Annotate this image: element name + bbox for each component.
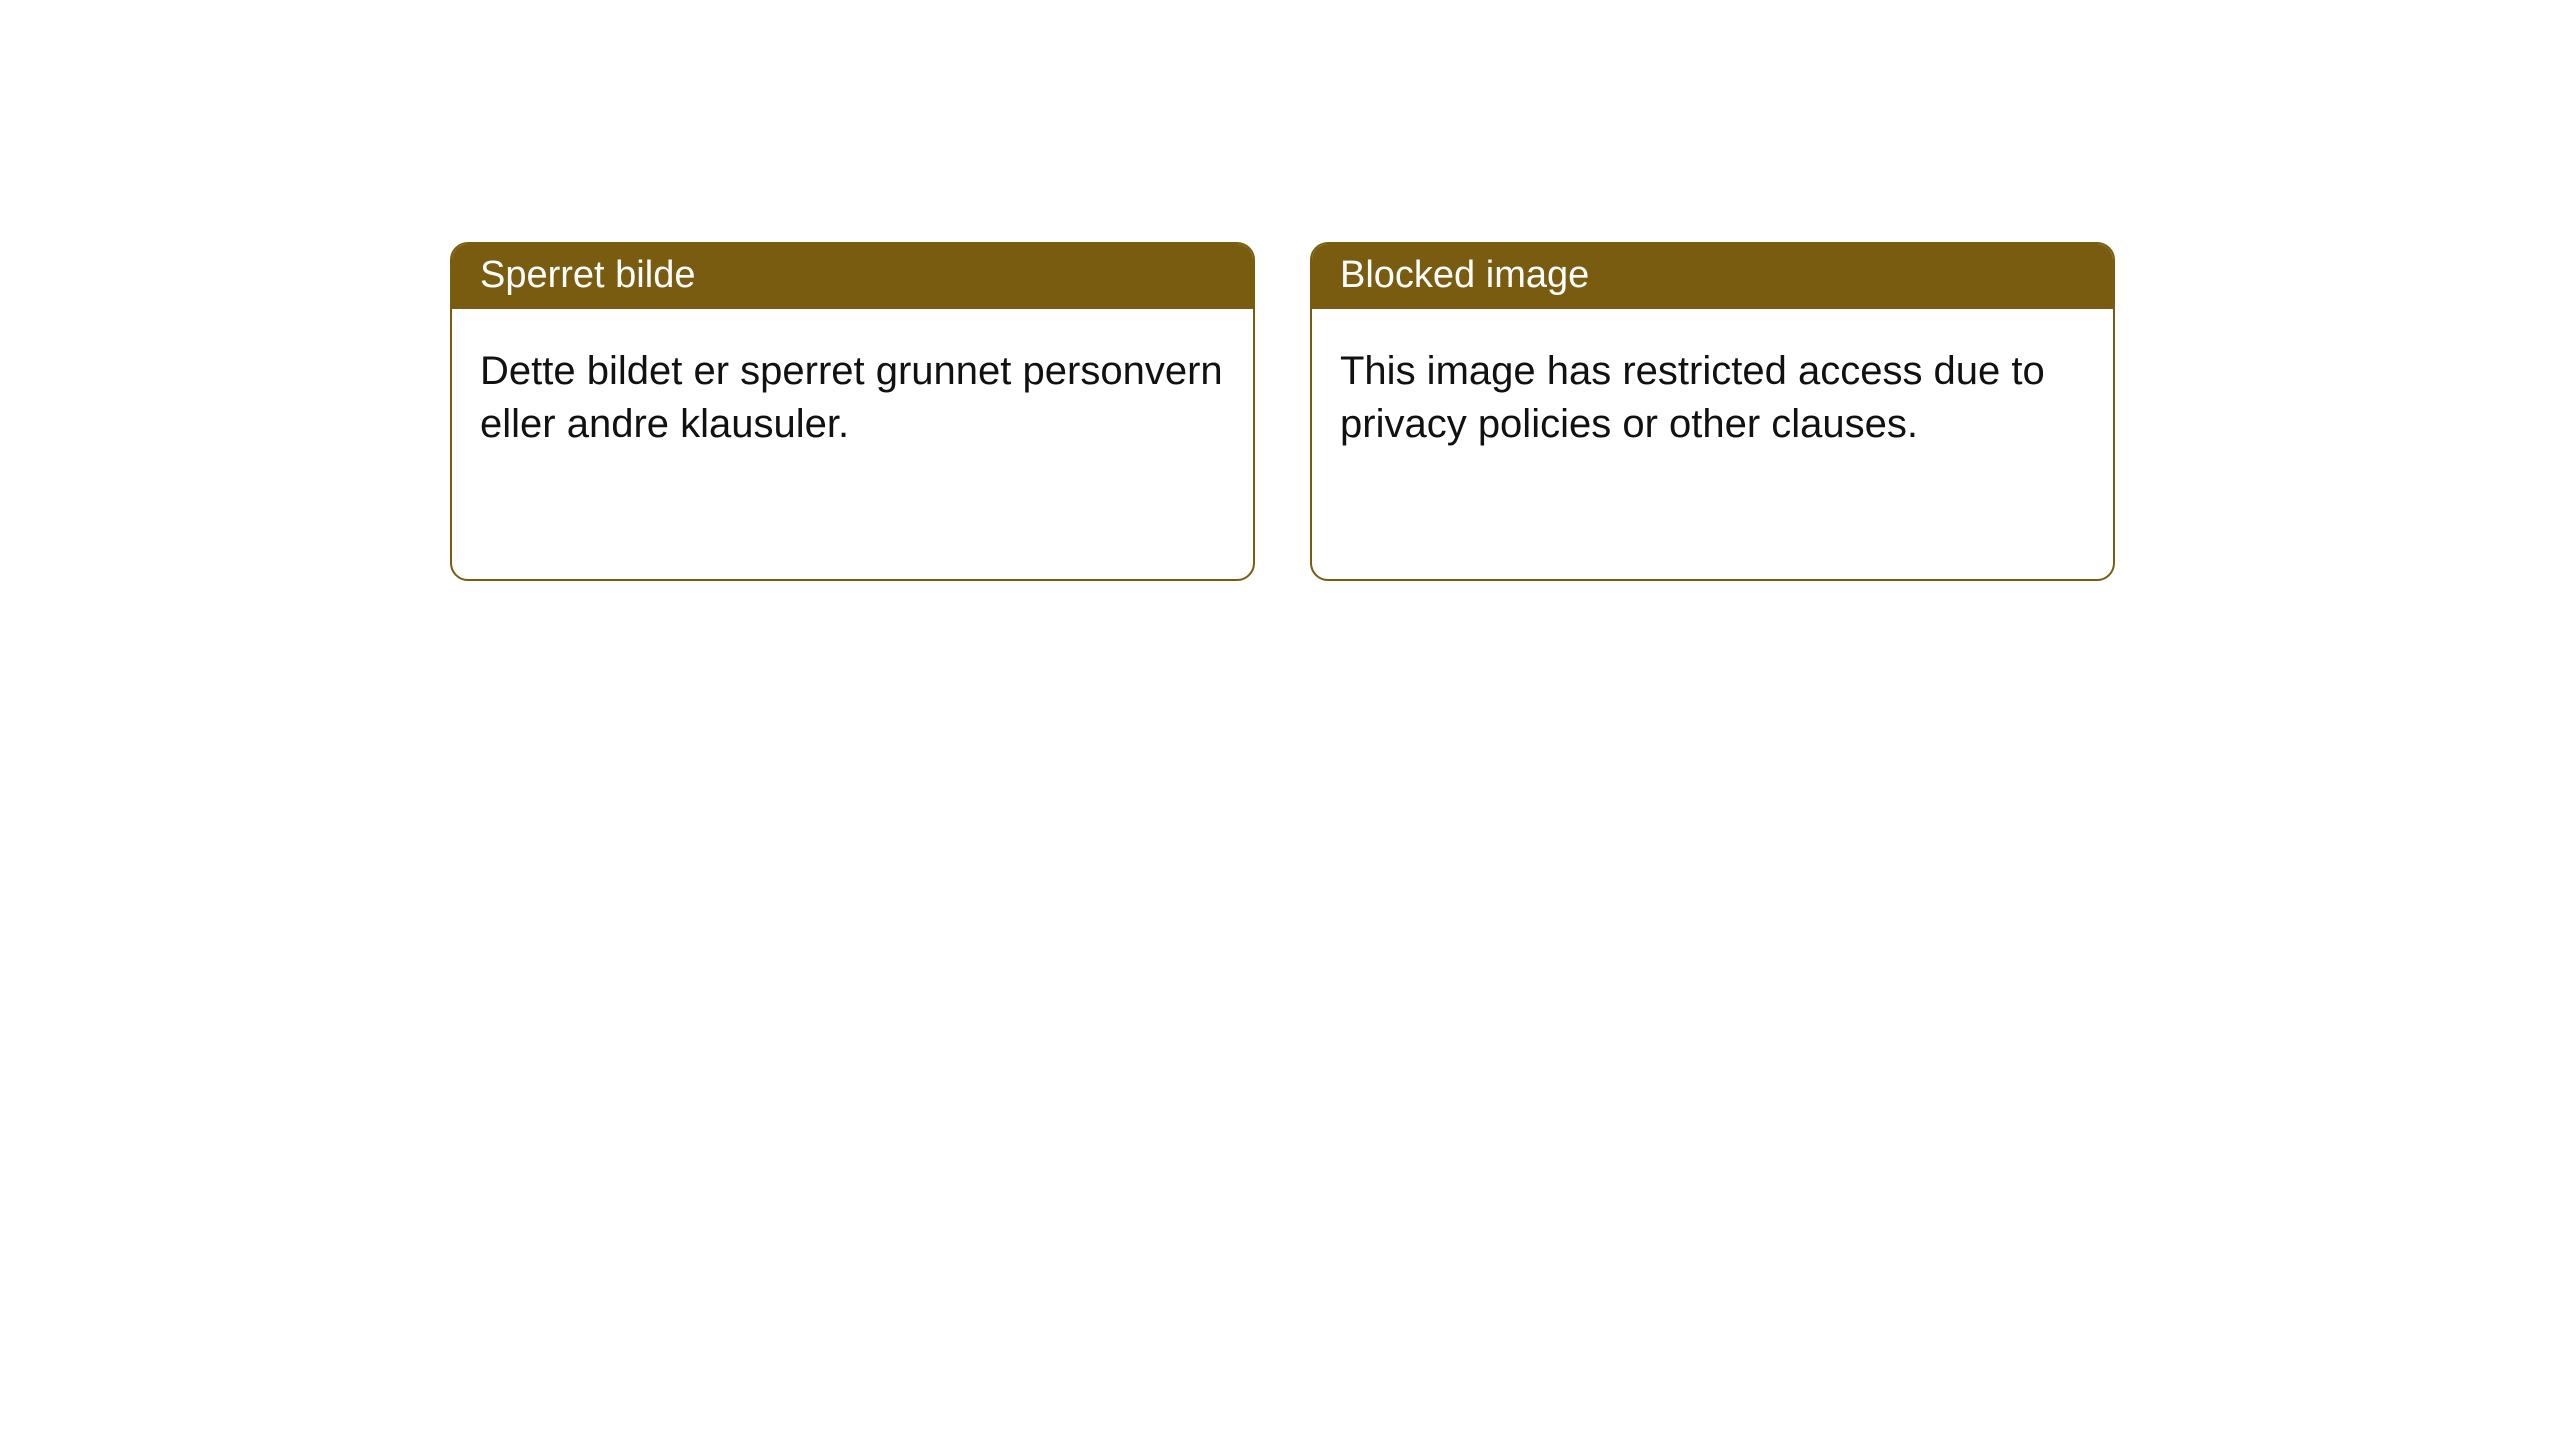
notice-body-norwegian: Dette bildet er sperret grunnet personve… (452, 309, 1253, 579)
notice-body-english: This image has restricted access due to … (1312, 309, 2113, 579)
notice-title-english: Blocked image (1312, 244, 2113, 309)
notice-container: Sperret bilde Dette bildet er sperret gr… (0, 0, 2560, 581)
notice-card-english: Blocked image This image has restricted … (1310, 242, 2115, 581)
notice-card-norwegian: Sperret bilde Dette bildet er sperret gr… (450, 242, 1255, 581)
notice-title-norwegian: Sperret bilde (452, 244, 1253, 309)
